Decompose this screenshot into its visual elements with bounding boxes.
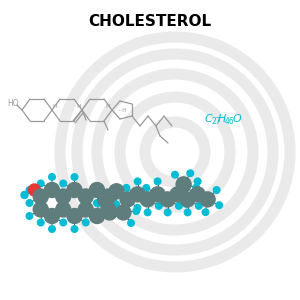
Text: 27: 27 — [211, 118, 220, 127]
Circle shape — [93, 199, 101, 207]
Circle shape — [140, 192, 155, 207]
Circle shape — [56, 202, 71, 217]
Circle shape — [170, 187, 185, 202]
Text: C: C — [205, 114, 213, 124]
Circle shape — [134, 204, 142, 212]
Circle shape — [190, 187, 205, 202]
Circle shape — [26, 199, 34, 207]
Circle shape — [150, 187, 165, 202]
Circle shape — [164, 208, 172, 216]
Circle shape — [132, 207, 140, 215]
Circle shape — [154, 177, 162, 185]
Circle shape — [94, 199, 103, 207]
Circle shape — [192, 184, 200, 191]
Circle shape — [186, 169, 194, 177]
Text: H: H — [52, 103, 57, 109]
Circle shape — [109, 184, 124, 199]
Circle shape — [120, 192, 135, 207]
Circle shape — [37, 218, 45, 226]
Circle shape — [102, 205, 117, 220]
Circle shape — [142, 184, 150, 192]
Circle shape — [70, 212, 79, 220]
Circle shape — [101, 189, 116, 204]
Text: H: H — [106, 103, 110, 109]
Circle shape — [48, 173, 56, 181]
Text: HO: HO — [7, 98, 19, 107]
Circle shape — [21, 191, 28, 199]
Text: CHOLESTEROL: CHOLESTEROL — [88, 14, 212, 29]
Circle shape — [67, 182, 82, 197]
Circle shape — [37, 179, 45, 188]
Circle shape — [70, 225, 79, 233]
Circle shape — [28, 184, 40, 196]
Circle shape — [176, 177, 191, 192]
Circle shape — [122, 184, 130, 192]
Circle shape — [44, 208, 59, 224]
Text: 46: 46 — [225, 118, 235, 127]
Circle shape — [213, 186, 220, 194]
Circle shape — [130, 187, 145, 202]
Circle shape — [155, 202, 163, 210]
Text: H: H — [218, 114, 226, 124]
Circle shape — [116, 205, 131, 220]
Circle shape — [144, 208, 152, 216]
Circle shape — [59, 179, 67, 188]
Circle shape — [33, 189, 48, 204]
Circle shape — [202, 208, 209, 216]
Circle shape — [93, 212, 101, 220]
Circle shape — [56, 189, 71, 204]
Text: H: H — [76, 103, 81, 109]
Circle shape — [98, 192, 113, 207]
Circle shape — [184, 208, 192, 216]
Circle shape — [180, 192, 195, 207]
Circle shape — [101, 202, 116, 217]
Circle shape — [78, 189, 93, 204]
Circle shape — [175, 202, 183, 210]
Circle shape — [82, 218, 90, 226]
Circle shape — [171, 171, 179, 179]
Circle shape — [112, 200, 120, 208]
Circle shape — [59, 218, 67, 226]
Circle shape — [215, 201, 223, 209]
Circle shape — [127, 219, 135, 227]
Circle shape — [134, 177, 142, 185]
Circle shape — [26, 212, 34, 220]
Text: O: O — [233, 114, 242, 124]
Circle shape — [70, 186, 79, 194]
Circle shape — [33, 202, 48, 217]
Circle shape — [160, 192, 175, 207]
Circle shape — [195, 202, 203, 210]
Circle shape — [200, 192, 215, 207]
Circle shape — [182, 200, 190, 208]
Circle shape — [48, 225, 56, 233]
Circle shape — [26, 186, 34, 194]
Circle shape — [89, 208, 104, 224]
Circle shape — [89, 182, 104, 197]
Circle shape — [67, 208, 82, 224]
Circle shape — [182, 184, 190, 192]
Circle shape — [44, 182, 59, 197]
Circle shape — [78, 202, 93, 217]
Text: ···H: ···H — [117, 109, 126, 113]
Circle shape — [70, 173, 79, 181]
Circle shape — [194, 177, 202, 185]
Circle shape — [93, 186, 101, 194]
